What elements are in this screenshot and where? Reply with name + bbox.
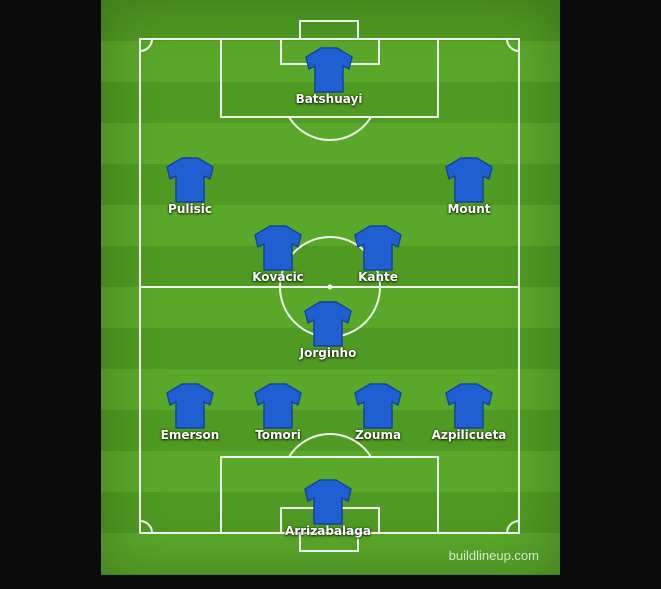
shirt-icon <box>304 479 352 525</box>
football-pitch <box>101 0 560 575</box>
player-name: Mount <box>447 202 491 216</box>
player-right-center-back: Zouma <box>318 382 438 442</box>
player-striker: Batshuayi <box>269 46 389 106</box>
player-left-center-back: Tomori <box>218 382 338 442</box>
shirt-icon <box>166 157 214 203</box>
shirt-icon <box>445 157 493 203</box>
player-name: Jorginho <box>299 346 357 360</box>
player-name: Arrizabalaga <box>285 524 371 538</box>
player-goalkeeper: Arrizabalaga <box>268 478 388 538</box>
player-name: Pulisic <box>168 202 212 216</box>
shirt-icon <box>254 225 302 271</box>
player-left-back: Emerson <box>130 382 250 442</box>
player-left-wing: Pulisic <box>130 156 250 216</box>
shirt-icon <box>304 301 352 347</box>
player-right-wing: Mount <box>409 156 529 216</box>
player-name: Kante <box>358 270 398 284</box>
player-right-midfield: Kante <box>318 224 438 284</box>
player-name: Emerson <box>160 428 220 442</box>
player-name: Batshuayi <box>295 92 363 106</box>
player-name: Tomori <box>255 428 301 442</box>
player-name: Azpilicueta <box>431 428 507 442</box>
player-name: Kovacic <box>252 270 304 284</box>
player-name: Zouma <box>354 428 402 442</box>
watermark: buildlineup.com <box>448 548 539 563</box>
shirt-icon <box>305 47 353 93</box>
shirt-icon <box>445 383 493 429</box>
player-right-back: Azpilicueta <box>409 382 529 442</box>
shirt-icon <box>166 383 214 429</box>
player-defensive-midfield: Jorginho <box>268 300 388 360</box>
shirt-icon <box>354 383 402 429</box>
shirt-icon <box>254 383 302 429</box>
shirt-icon <box>354 225 402 271</box>
player-left-midfield: Kovacic <box>218 224 338 284</box>
